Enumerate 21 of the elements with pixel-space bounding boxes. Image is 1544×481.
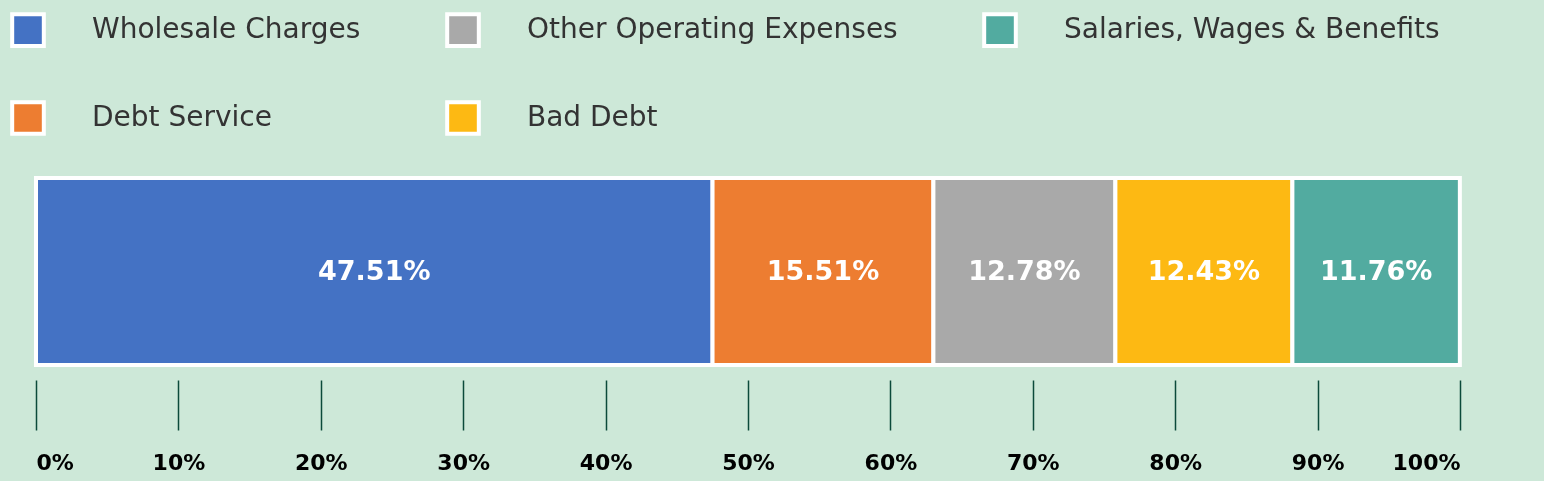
x-tick-label: 10% [152,449,206,475]
x-tick-label: 70% [1006,449,1060,475]
legend-label: Bad Debt [527,100,658,133]
data-label: 12.43% [1147,254,1261,286]
x-tick-label: 40% [579,449,633,475]
data-label: 11.76% [1319,254,1433,286]
data-label: 47.51% [318,254,431,286]
x-tick-label: 80% [1149,449,1203,475]
legend-label: Salaries, Wages & Benefits [1064,12,1440,46]
x-tick-label: 50% [722,449,775,475]
legend-label: Wholesale Charges [92,12,361,46]
x-tick-label: 20% [294,449,348,475]
x-tick-label: 100% [1392,449,1461,475]
data-label: 12.78% [968,254,1081,286]
x-tick-label: 90% [1291,449,1345,475]
x-tick-label: 0% [36,449,74,475]
data-label: 15.51% [766,254,880,286]
legend-label: Debt Service [92,100,272,133]
x-tick-label: 60% [864,449,918,475]
legend-label: Other Operating Expenses [527,12,898,46]
x-tick-label: 30% [437,449,491,475]
